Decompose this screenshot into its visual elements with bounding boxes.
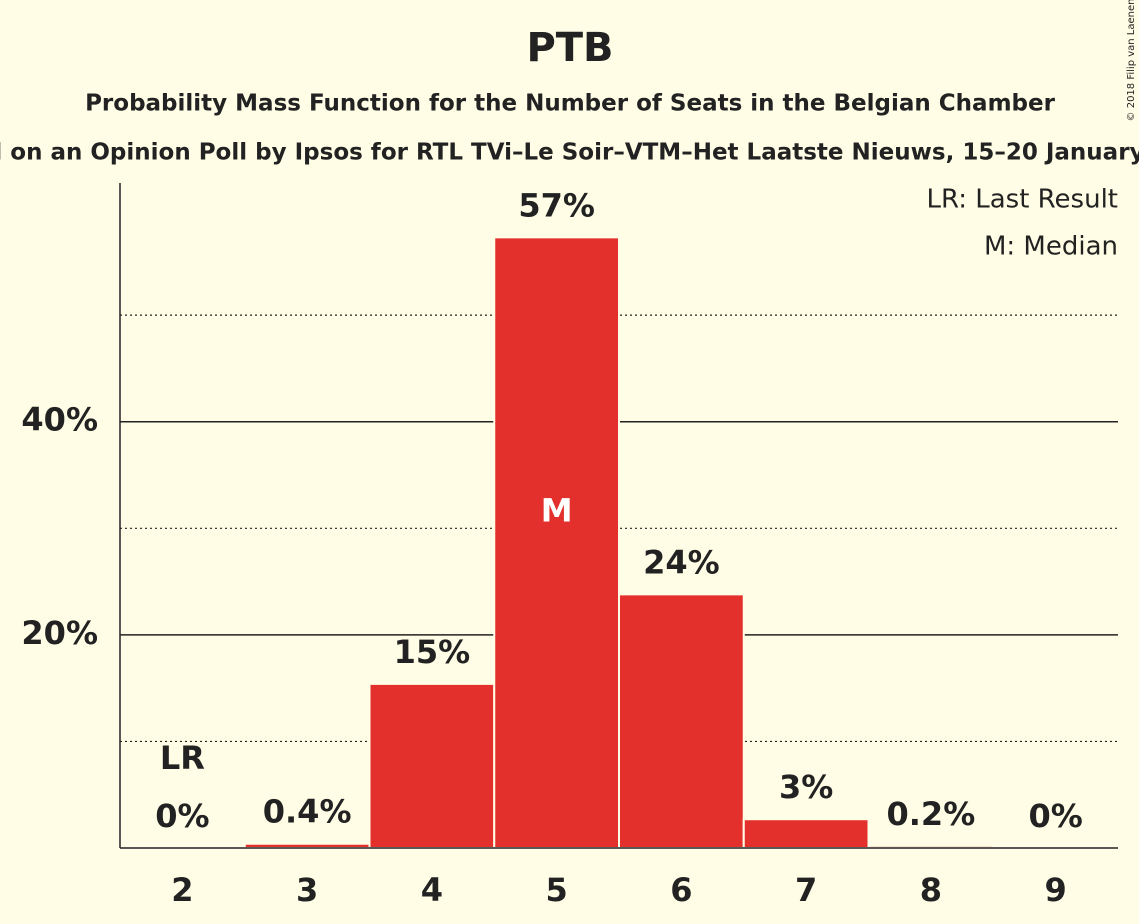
x-tick-label: 5 xyxy=(545,871,567,909)
x-tick-label: 7 xyxy=(795,871,817,909)
value-label: 57% xyxy=(518,186,595,224)
x-tick-label: 2 xyxy=(171,871,193,909)
value-label: 15% xyxy=(394,633,471,671)
value-label: 0.4% xyxy=(263,793,352,831)
bar xyxy=(742,818,870,849)
marker-label: LR xyxy=(160,739,205,777)
value-label: 0.2% xyxy=(887,795,976,833)
x-tick-label: 6 xyxy=(670,871,692,909)
chart-title: PTB xyxy=(526,25,613,71)
x-tick-label: 4 xyxy=(421,871,443,909)
bar xyxy=(618,593,745,849)
x-tick-label: 3 xyxy=(296,871,318,909)
value-label: 3% xyxy=(779,768,833,806)
y-tick-label: 40% xyxy=(21,401,98,439)
x-tick-label: 8 xyxy=(920,871,942,909)
legend-entry: LR: Last Result xyxy=(926,185,1118,215)
bar xyxy=(493,236,620,850)
chart-subtitle: Based on an Opinion Poll by Ipsos for RT… xyxy=(0,140,1139,166)
legend-entry: M: Median xyxy=(984,232,1118,262)
value-label: 0% xyxy=(1028,797,1082,835)
copyright: © 2018 Filip van Laenen xyxy=(1126,0,1137,121)
chart-subtitle: Probability Mass Function for the Number… xyxy=(85,91,1056,117)
bar xyxy=(368,682,496,849)
marker-label: M xyxy=(541,492,573,530)
value-label: 24% xyxy=(643,543,720,581)
x-tick-label: 9 xyxy=(1044,871,1066,909)
value-label: 0% xyxy=(155,797,209,835)
y-tick-label: 20% xyxy=(21,614,98,652)
